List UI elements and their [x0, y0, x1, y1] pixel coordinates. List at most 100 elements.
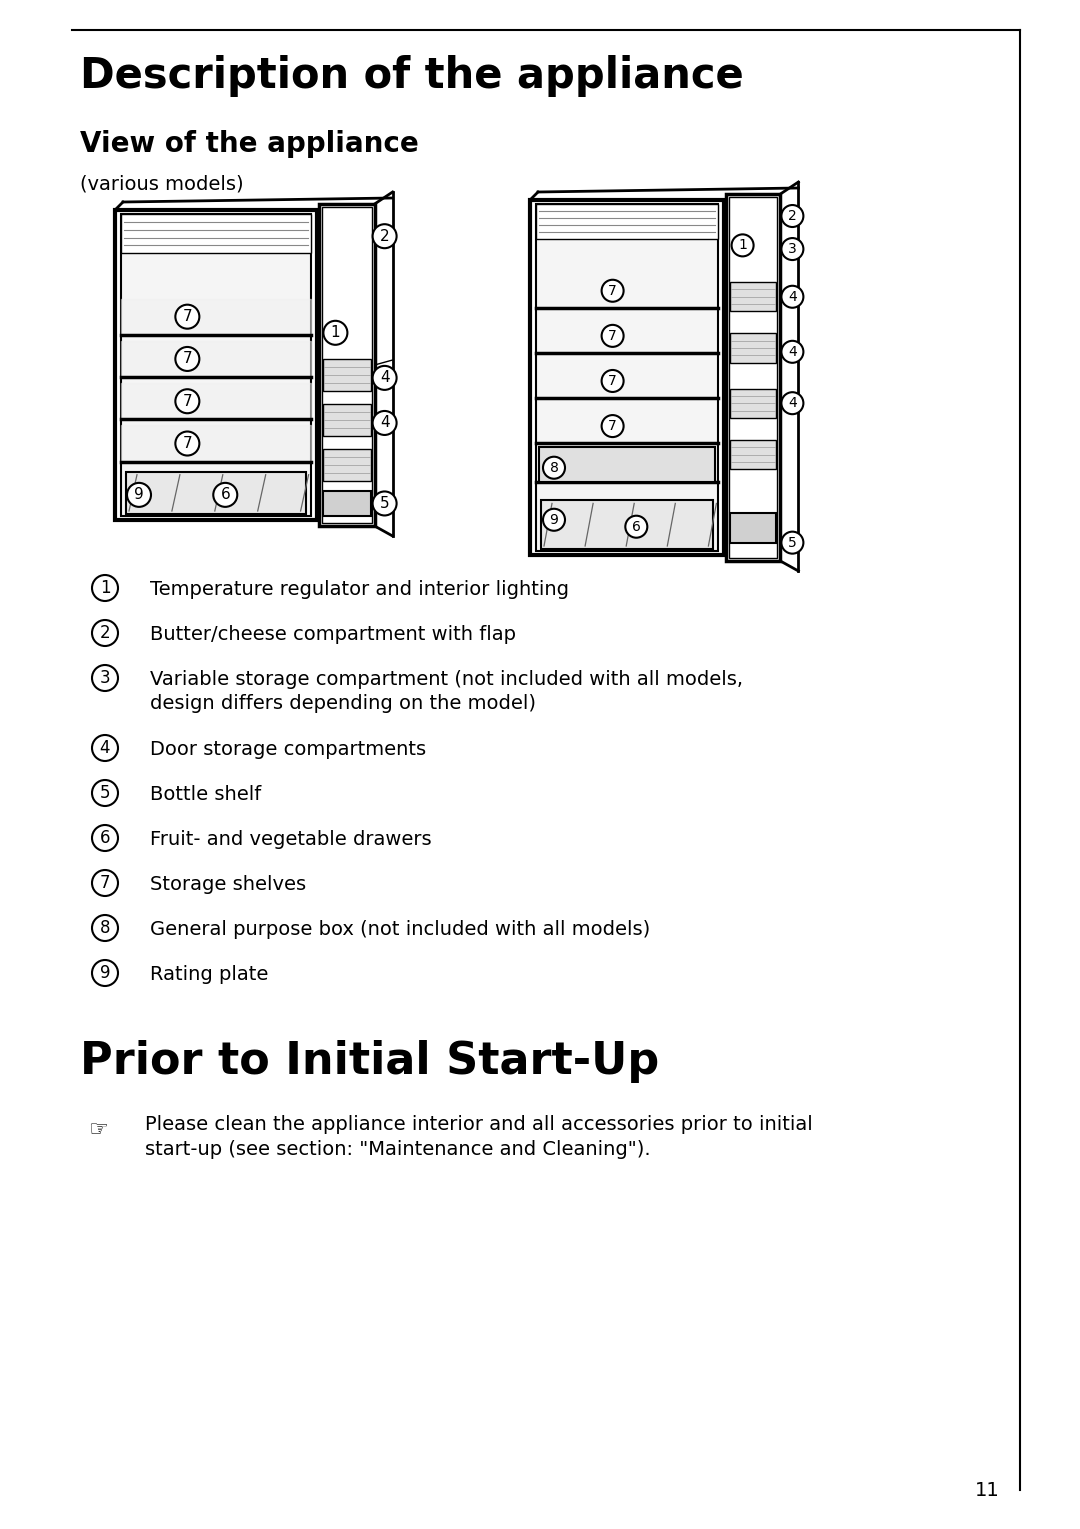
Circle shape	[731, 234, 754, 257]
Text: Fruit- and vegetable drawers: Fruit- and vegetable drawers	[150, 830, 432, 849]
Bar	[530, 200, 725, 555]
Bar	[121, 214, 311, 254]
Circle shape	[92, 914, 118, 940]
Text: Storage shelves: Storage shelves	[150, 875, 306, 894]
Circle shape	[543, 457, 565, 479]
Bar	[323, 404, 370, 436]
Circle shape	[782, 393, 804, 414]
Text: 9: 9	[550, 512, 558, 528]
Text: 2: 2	[99, 624, 110, 642]
Text: 1: 1	[330, 326, 340, 341]
Text: 2: 2	[788, 209, 797, 223]
Circle shape	[92, 960, 118, 986]
Text: 5: 5	[99, 784, 110, 803]
Circle shape	[175, 431, 200, 456]
Text: 1: 1	[99, 579, 110, 596]
Bar	[730, 440, 777, 469]
Circle shape	[127, 483, 151, 506]
Bar	[322, 206, 372, 523]
Circle shape	[92, 619, 118, 645]
Text: 6: 6	[632, 520, 640, 534]
Circle shape	[782, 532, 804, 553]
Text: ☞: ☞	[87, 1121, 108, 1141]
Text: 7: 7	[99, 875, 110, 891]
Text: 7: 7	[608, 375, 617, 388]
Text: 4: 4	[788, 291, 797, 304]
Bar	[730, 514, 777, 543]
Circle shape	[602, 370, 623, 391]
Text: 3: 3	[99, 670, 110, 687]
Circle shape	[373, 225, 396, 248]
Circle shape	[373, 491, 396, 515]
Text: 4: 4	[380, 416, 390, 431]
Circle shape	[373, 365, 396, 390]
Text: Please clean the appliance interior and all accessories prior to initial
start-u: Please clean the appliance interior and …	[145, 1115, 813, 1159]
Text: Variable storage compartment (not included with all models,
design differs depen: Variable storage compartment (not includ…	[150, 670, 743, 713]
Circle shape	[602, 414, 623, 437]
Text: Temperature regulator and interior lighting: Temperature regulator and interior light…	[150, 579, 569, 599]
Circle shape	[625, 515, 647, 538]
Text: 4: 4	[99, 739, 110, 757]
Text: 8: 8	[99, 919, 110, 937]
Text: 11: 11	[975, 1482, 1000, 1500]
Bar	[729, 197, 778, 558]
Circle shape	[213, 483, 238, 506]
Circle shape	[92, 826, 118, 852]
Bar	[319, 203, 375, 526]
Text: 6: 6	[220, 488, 230, 503]
Text: 4: 4	[380, 370, 390, 385]
Text: 6: 6	[99, 829, 110, 847]
Circle shape	[602, 324, 623, 347]
Bar	[536, 203, 718, 239]
Bar	[727, 194, 781, 561]
Circle shape	[92, 575, 118, 601]
Circle shape	[602, 280, 623, 301]
Circle shape	[92, 735, 118, 761]
Circle shape	[175, 347, 200, 372]
Text: Bottle shelf: Bottle shelf	[150, 784, 261, 804]
Circle shape	[782, 341, 804, 362]
Text: 7: 7	[608, 329, 617, 342]
Bar	[126, 472, 306, 514]
Text: Rating plate: Rating plate	[150, 965, 268, 985]
Circle shape	[92, 780, 118, 806]
Bar	[541, 500, 714, 549]
Bar	[323, 448, 370, 482]
Bar	[323, 491, 370, 517]
Circle shape	[782, 239, 804, 260]
Text: 5: 5	[788, 535, 797, 549]
Bar	[730, 388, 777, 417]
Text: 3: 3	[788, 242, 797, 255]
Circle shape	[782, 205, 804, 226]
Text: 7: 7	[183, 394, 192, 408]
Text: Butter/cheese compartment with flap: Butter/cheese compartment with flap	[150, 625, 516, 644]
Circle shape	[323, 321, 348, 346]
Text: 4: 4	[788, 396, 797, 410]
Text: 1: 1	[738, 239, 747, 252]
Circle shape	[92, 665, 118, 691]
Text: Door storage compartments: Door storage compartments	[150, 740, 427, 758]
Text: Description of the appliance: Description of the appliance	[80, 55, 744, 96]
Text: 9: 9	[99, 963, 110, 982]
Circle shape	[543, 509, 565, 531]
Text: 7: 7	[183, 309, 192, 324]
Circle shape	[782, 286, 804, 307]
Bar	[114, 209, 316, 520]
Text: 7: 7	[183, 352, 192, 367]
Bar	[730, 281, 777, 312]
Circle shape	[373, 411, 396, 434]
Text: (various models): (various models)	[80, 174, 244, 194]
Text: 8: 8	[550, 460, 558, 474]
Text: 5: 5	[380, 495, 390, 511]
Bar	[536, 203, 718, 550]
Text: View of the appliance: View of the appliance	[80, 130, 419, 157]
Text: 7: 7	[608, 284, 617, 298]
Text: General purpose box (not included with all models): General purpose box (not included with a…	[150, 920, 650, 939]
Text: 2: 2	[380, 229, 390, 243]
Text: 7: 7	[183, 436, 192, 451]
Text: 7: 7	[608, 419, 617, 433]
Circle shape	[175, 390, 200, 413]
Bar	[121, 214, 311, 515]
Circle shape	[92, 870, 118, 896]
Bar	[539, 446, 715, 482]
